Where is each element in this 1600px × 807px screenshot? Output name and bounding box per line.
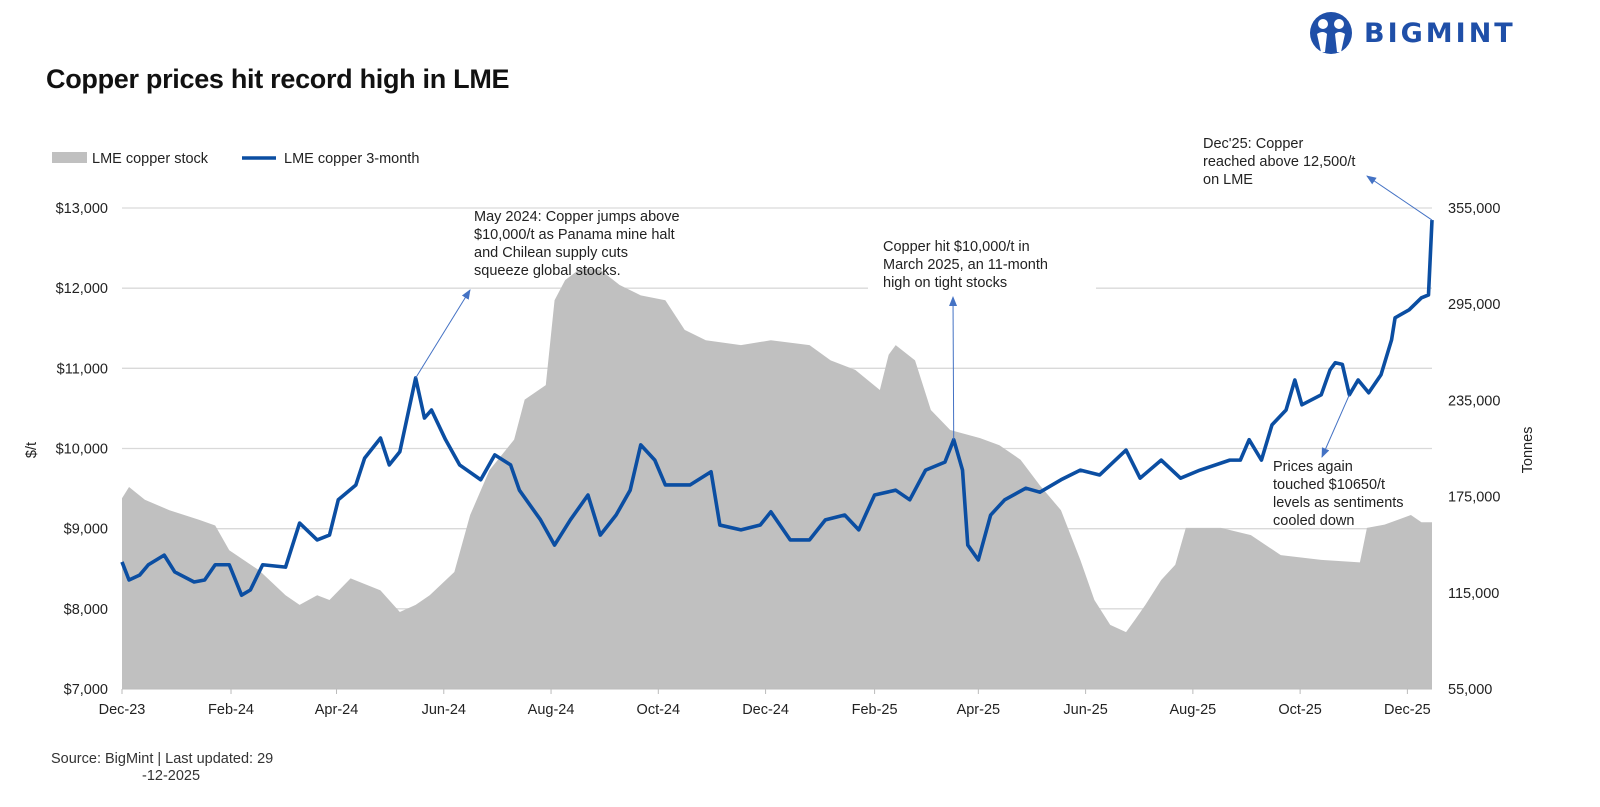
x-tick-label: Jun-25 — [1063, 702, 1107, 718]
y2-tick-label: 355,000 — [1448, 201, 1500, 217]
annotation-arrow — [949, 296, 958, 440]
source-line-2: -12-2025 — [142, 768, 201, 784]
source-note: Source: BigMint | Last updated: 29 -12-2… — [51, 751, 273, 785]
bigmint-logo-text: BIGMINT — [1364, 17, 1516, 49]
annotation-arrow — [1366, 175, 1433, 221]
annotation-text: and Chilean supply cuts — [474, 245, 628, 261]
y2-tick-label: 175,000 — [1448, 490, 1500, 506]
source-line-1: Source: BigMint | Last updated: 29 — [51, 751, 274, 767]
annotation-arrow — [415, 289, 471, 379]
annotation-text: Dec'25: Copper — [1203, 136, 1303, 152]
y2-axis-label: Tonnes — [1520, 427, 1536, 474]
annotation-text: Prices again — [1273, 459, 1353, 475]
x-tick-label: Feb-24 — [208, 702, 254, 718]
y2-tick-label: 115,000 — [1448, 586, 1499, 602]
y-tick-label: $13,000 — [56, 201, 108, 217]
annotation-text: May 2024: Copper jumps above — [474, 209, 680, 225]
bigmint-logo-icon — [1310, 12, 1352, 54]
legend-swatch-stock — [52, 152, 87, 163]
annotation-text: touched $10650/t — [1273, 477, 1385, 493]
annotation-text: cooled down — [1273, 513, 1354, 529]
annotation-text: March 2025, an 11-month — [883, 257, 1048, 273]
y-tick-label: $10,000 — [56, 442, 108, 458]
x-tick-label: Aug-25 — [1169, 702, 1216, 718]
y-tick-label: $7,000 — [64, 682, 108, 698]
stock-area — [122, 268, 1432, 689]
x-tick-label: Dec-24 — [742, 702, 789, 718]
x-tick-label: Dec-25 — [1384, 702, 1431, 718]
legend-label-price: LME copper 3-month — [284, 151, 419, 167]
y-tick-label: $11,000 — [57, 361, 108, 377]
annotation-arrow — [1321, 394, 1350, 458]
y2-tick-label: 235,000 — [1448, 393, 1500, 409]
y-tick-label: $12,000 — [56, 281, 108, 297]
x-tick-label: Feb-25 — [852, 702, 898, 718]
annotation-text: Copper hit $10,000/t in — [883, 239, 1030, 255]
x-tick-label: Jun-24 — [422, 702, 466, 718]
annotation-text: reached above 12,500/t — [1203, 154, 1355, 170]
annotation-text: high on tight stocks — [883, 275, 1007, 291]
x-tick-label: Oct-24 — [637, 702, 681, 718]
y-tick-label: $9,000 — [64, 522, 108, 538]
y-axis-label: $/t — [24, 442, 40, 458]
annotation-background — [868, 235, 1096, 291]
annotation-text: squeeze global stocks. — [474, 263, 621, 279]
y2-tick-label: 295,000 — [1448, 297, 1500, 313]
bigmint-logo: BIGMINT — [1308, 10, 1516, 56]
x-tick-label: Oct-25 — [1278, 702, 1322, 718]
x-tick-label: Aug-24 — [528, 702, 575, 718]
annotation-text: on LME — [1203, 172, 1253, 188]
y-tick-label: $8,000 — [64, 602, 108, 618]
chart-title: Copper prices hit record high in LME — [46, 64, 510, 94]
x-tick-label: Apr-24 — [315, 702, 359, 718]
price-line — [120, 219, 1434, 598]
legend-label-stock: LME copper stock — [92, 151, 209, 167]
x-tick-label: Apr-25 — [957, 702, 1001, 718]
annotation-text: $10,000/t as Panama mine halt — [474, 227, 675, 243]
x-tick-label: Dec-23 — [99, 702, 146, 718]
y2-tick-label: 55,000 — [1448, 682, 1492, 698]
annotation-text: levels as sentiments — [1273, 495, 1404, 511]
